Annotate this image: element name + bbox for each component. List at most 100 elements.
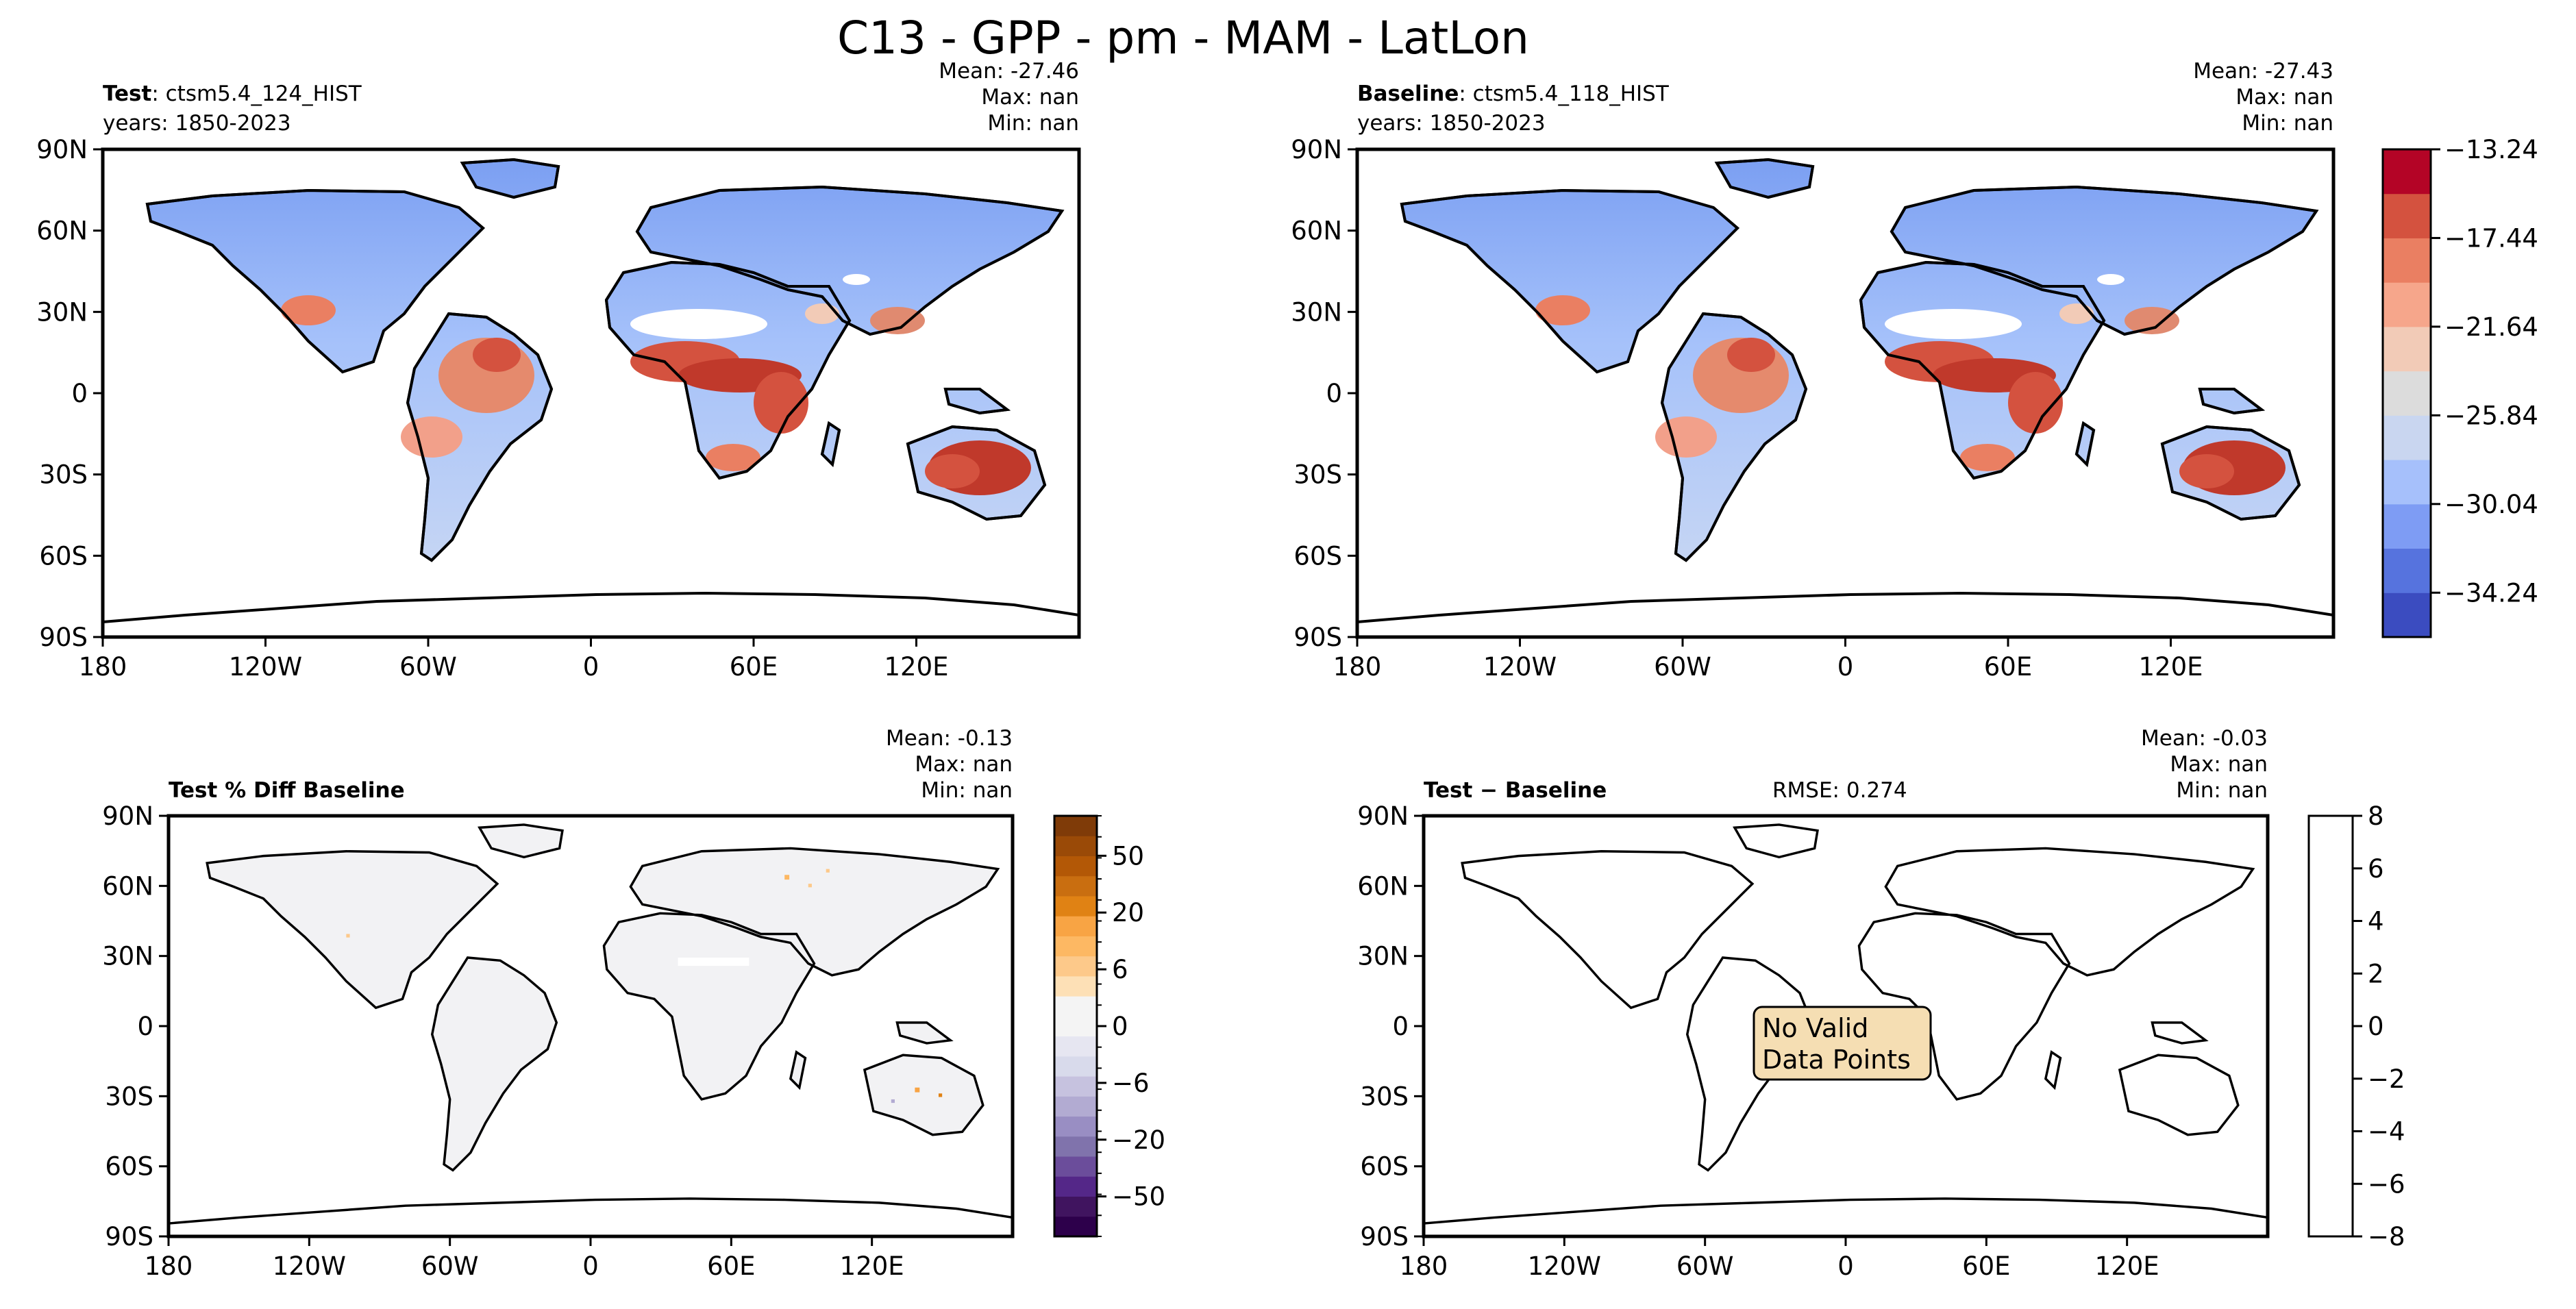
test-panel: Test: ctsm5.4_124_HIST years: 1850-2023 … — [36, 59, 1081, 682]
lon-tick-label: 60W — [399, 652, 457, 682]
lon-tick-label: 180 — [1333, 652, 1382, 682]
colorbar-tick-label: 6 — [2368, 854, 2384, 884]
lat-tick-label: 0 — [1326, 379, 1342, 408]
lat-tick-label: 0 — [1392, 1012, 1409, 1041]
lat-tick-label: 60N — [1291, 216, 1342, 246]
test-mean: Mean: -27.46 — [939, 59, 1079, 84]
lon-tick-label: 60W — [421, 1251, 479, 1281]
diff-lon-axis: 180 120W 60W 0 60E 120E — [1400, 1236, 2159, 1281]
colorbar-swatch — [1054, 975, 1097, 997]
lat-tick-label: 30S — [105, 1082, 153, 1111]
pct-diff-speckles — [346, 869, 943, 1104]
baseline-label: Baseline: ctsm5.4_118_HIST — [1357, 82, 1670, 106]
lon-tick-label: 120E — [840, 1251, 904, 1281]
lon-tick-label: 120E — [2139, 652, 2203, 682]
lon-tick-label: 0 — [1837, 652, 1854, 682]
lon-tick-label: 0 — [582, 1251, 599, 1281]
lat-tick-label: 30S — [1293, 460, 1342, 490]
lat-tick-label: 60S — [1293, 541, 1342, 571]
diff-panel: Test − Baseline RMSE: 0.274 Mean: -0.03 … — [1357, 726, 2270, 1281]
baseline-years: years: 1850-2023 — [1357, 111, 1546, 136]
lat-tick-label: 60S — [1360, 1152, 1409, 1182]
lat-tick-label: 60N — [102, 871, 153, 901]
test-min: Min: nan — [987, 111, 1079, 136]
no-data-box: No Valid Data Points — [1753, 1006, 1932, 1081]
lat-tick-label: 60S — [105, 1152, 153, 1182]
baseline-tibet-gap — [2097, 274, 2125, 285]
lat-tick-label: 90N — [102, 801, 153, 831]
test-lat-axis: 90N 60N 30N 0 30S 60S 90S — [36, 135, 103, 652]
pct-colorbar: 50 20 6 0 −6 −20 −50 — [1053, 814, 1165, 1238]
lat-tick-label: 30S — [1360, 1082, 1409, 1111]
diff-min: Min: nan — [2176, 778, 2268, 803]
colorbar-swatch — [1054, 1176, 1097, 1197]
lat-tick-label: 90S — [39, 623, 88, 652]
colorbar-tick-label: 8 — [2368, 801, 2384, 831]
pct-diff-max: Max: nan — [915, 752, 1013, 777]
diff-rmse: RMSE: 0.274 — [1772, 778, 1907, 803]
lat-tick-label: 90N — [36, 135, 88, 164]
colorbar-swatch — [1054, 875, 1097, 897]
colorbar-swatch — [2383, 282, 2431, 327]
lon-tick-label: 60E — [730, 652, 778, 682]
test-lon-axis: 180 120W 60W 0 60E 120E — [79, 637, 949, 682]
colorbar-tick-label: 6 — [1112, 955, 1128, 984]
lon-tick-label: 180 — [1400, 1251, 1448, 1281]
baseline-map — [1357, 149, 2333, 637]
colorbar-swatch — [2383, 415, 2431, 460]
colorbar-swatch — [2383, 593, 2431, 638]
baseline-hotspots — [1535, 295, 2286, 495]
lat-tick-label: 30N — [102, 942, 153, 971]
colorbar-swatch — [2383, 193, 2431, 238]
colorbar-swatch — [1054, 816, 1097, 836]
test-tibet-gap — [843, 274, 870, 285]
lon-tick-label: 0 — [1837, 1251, 1854, 1281]
lat-tick-label: 90S — [1293, 623, 1342, 652]
pct-diff-min: Min: nan — [921, 778, 1013, 803]
colorbar-swatch — [1054, 1036, 1097, 1057]
test-map — [103, 149, 1079, 637]
lat-tick-label: 30N — [1357, 942, 1409, 971]
colorbar-tick-label: −2 — [2368, 1064, 2405, 1094]
test-hotspots — [281, 295, 1031, 495]
colorbar-swatch — [2383, 371, 2431, 416]
colorbar-swatch — [1054, 956, 1097, 977]
lon-tick-label: 0 — [583, 652, 599, 682]
baseline-label-bold: Baseline — [1357, 82, 1459, 106]
colorbar-swatch — [1054, 1076, 1097, 1097]
lat-tick-label: 90S — [105, 1222, 153, 1251]
colorbar-swatch — [1054, 1136, 1097, 1157]
colorbar-tick-label: −30.04 — [2444, 490, 2538, 519]
lon-tick-label: 60W — [1654, 652, 1711, 682]
pct-diff-lat-axis: 90N 60N 30N 0 30S 60S 90S — [102, 801, 169, 1251]
lon-tick-label: 60E — [707, 1251, 755, 1281]
colorbar-swatch — [1054, 1016, 1097, 1037]
test-sahara-gap — [630, 309, 767, 339]
lon-tick-label: 120W — [229, 652, 302, 682]
baseline-panel: Baseline: ctsm5.4_118_HIST years: 1850-2… — [1291, 59, 2336, 682]
lon-tick-label: 60E — [1984, 652, 2032, 682]
lon-tick-label: 120W — [1528, 1251, 1601, 1281]
colorbar-tick-label: −34.24 — [2444, 578, 2538, 608]
lat-tick-label: 0 — [137, 1012, 153, 1041]
colorbar-swatch — [1054, 836, 1097, 856]
test-max: Max: nan — [981, 85, 1079, 110]
colorbar-tick-label: 20 — [1112, 898, 1144, 927]
colorbar-swatch — [2383, 548, 2431, 593]
colorbar-swatch — [1054, 1216, 1097, 1237]
lon-tick-label: 180 — [145, 1251, 193, 1281]
colorbar-swatch — [1054, 1116, 1097, 1137]
lon-tick-label: 60W — [1676, 1251, 1734, 1281]
lat-tick-label: 90N — [1357, 801, 1409, 831]
colorbar-swatch — [2383, 460, 2431, 505]
colorbar-tick-label: −6 — [1112, 1069, 1150, 1098]
pct-diff-mean: Mean: -0.13 — [886, 726, 1013, 751]
test-label-bold: Test — [103, 82, 152, 106]
pct-diff-panel: Test % Diff Baseline Mean: -0.13 Max: na… — [102, 726, 1015, 1281]
diff-lat-axis: 90N 60N 30N 0 30S 60S 90S — [1357, 801, 1424, 1251]
lat-tick-label: 60N — [1357, 871, 1409, 901]
lon-tick-label: 120W — [1483, 652, 1557, 682]
colorbar-frame — [2307, 814, 2354, 1238]
lon-tick-label: 180 — [79, 652, 127, 682]
